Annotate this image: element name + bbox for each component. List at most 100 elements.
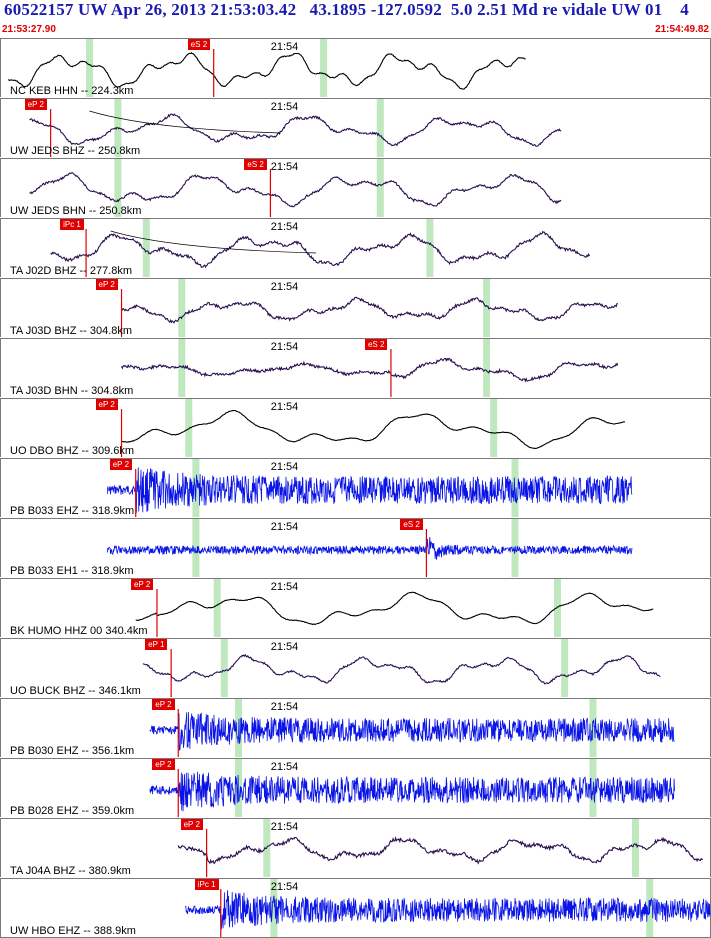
- phase-pick-flag[interactable]: iPc 1: [60, 219, 84, 230]
- phase-pick-flag[interactable]: eP 2: [130, 579, 154, 590]
- seismogram-panel[interactable]: eP 2 21:54 UW JEDS BHZ -- 250.8km: [0, 98, 711, 157]
- seismogram-panel[interactable]: eP 2 21:54 TA J03D BHZ -- 304.8km: [0, 278, 711, 337]
- seismogram-plot: [142, 639, 661, 697]
- analysis-window-band: [178, 279, 186, 337]
- seismogram-panel[interactable]: iPc 1 21:54 UW HBO EHZ -- 388.9km: [0, 878, 711, 938]
- seismogram-plot: [177, 819, 704, 877]
- analysis-window-band: [426, 219, 434, 277]
- seismogram-panel[interactable]: eP 2 21:54 UO DBO BHZ -- 309.6km: [0, 398, 711, 457]
- time-mark-label: 21:54: [270, 521, 299, 533]
- seismogram-panel[interactable]: eP 2 21:54 BK HUMO HHZ 00 340.4km: [0, 578, 711, 637]
- coda-fit-curve: [89, 110, 281, 134]
- phase-pick-flag[interactable]: eP 2: [95, 399, 118, 410]
- analysis-window-band: [270, 879, 278, 937]
- analysis-window-band: [376, 159, 384, 217]
- seismogram-plot: [149, 759, 675, 817]
- seismogram-plot: [149, 699, 675, 757]
- waveform-trace: [121, 357, 619, 383]
- phase-pick-flag[interactable]: eP 1: [145, 639, 168, 650]
- seismogram-panel[interactable]: eS 2 21:54 PB B033 EH1 -- 318.9km: [0, 518, 711, 577]
- coda-fit-curve: [110, 230, 317, 254]
- window-start-time: 21:53:27.90: [2, 24, 56, 35]
- seismogram-panel[interactable]: eS 2 21:54 TA J03D BHN -- 304.8km: [0, 338, 711, 397]
- event-header: 60522157 UW Apr 26, 2013 21:53:03.42 43.…: [0, 0, 711, 38]
- seismogram-panel[interactable]: eP 2 21:54 PB B030 EHZ -- 356.1km: [0, 698, 711, 757]
- seismogram-plot: [120, 279, 618, 337]
- phase-pick-flag[interactable]: eS 2: [244, 159, 267, 170]
- waveform-trace: [106, 536, 633, 560]
- time-mark-label: 21:54: [270, 761, 299, 773]
- analysis-window-band: [220, 639, 228, 697]
- analysis-window-band: [483, 279, 491, 337]
- time-mark-label: 21:54: [270, 461, 299, 473]
- waveform-trace: [7, 52, 526, 90]
- seismogram-plot: [29, 99, 562, 157]
- channel-label: PB B033 EH1 -- 318.9km: [10, 565, 134, 577]
- channel-label: PB B028 EHZ -- 359.0km: [10, 805, 135, 817]
- analysis-window-band: [86, 39, 94, 97]
- analysis-window-band: [589, 699, 597, 757]
- seismogram-panel[interactable]: iPc 1 21:54 TA J02D BHZ -- 277.8km: [0, 218, 711, 277]
- analysis-window-band: [142, 219, 150, 277]
- time-mark-label: 21:54: [270, 41, 299, 53]
- seismogram-plot: [7, 39, 526, 97]
- seismogram-panels[interactable]: eS 2 21:54 NC KEB HHN -- 224.3km eP 2 21:54 U…: [0, 38, 711, 938]
- phase-pick-flag[interactable]: eS 2: [187, 39, 211, 50]
- phase-pick-flag[interactable]: eS 2: [400, 519, 423, 530]
- seismogram-panel[interactable]: eS 2 21:54 NC KEB HHN -- 224.3km: [0, 38, 711, 97]
- analysis-window-band: [320, 39, 328, 97]
- analysis-window-band: [483, 339, 491, 397]
- waveform-trace: [135, 591, 654, 626]
- waveform-trace: [121, 296, 618, 324]
- channel-label: TA J04A BHZ -- 380.9km: [10, 865, 131, 877]
- waveform-trace: [184, 890, 711, 930]
- phase-pick-flag[interactable]: iPc 1: [194, 879, 219, 890]
- analysis-window-band: [490, 399, 498, 457]
- channel-label: UW HBO EHZ -- 388.9km: [10, 925, 136, 937]
- waveform-trace: [121, 409, 626, 450]
- seismogram-panel[interactable]: eP 2 21:54 PB B033 EHZ -- 318.9km: [0, 458, 711, 517]
- seismogram-plot: [184, 879, 711, 937]
- event-title: 60522157 UW Apr 26, 2013 21:53:03.42 43.…: [4, 0, 689, 19]
- phase-pick-flag[interactable]: eP 2: [95, 279, 118, 290]
- time-mark-label: 21:54: [270, 281, 299, 293]
- phase-pick-flag[interactable]: eP 2: [152, 759, 175, 770]
- waveform-trace: [177, 835, 704, 865]
- time-mark-label: 21:54: [270, 821, 299, 833]
- time-mark-label: 21:54: [270, 221, 299, 233]
- phase-pick-flag[interactable]: eP 2: [109, 459, 133, 470]
- seismogram-plot: [120, 399, 626, 457]
- waveform-trace: [29, 113, 562, 147]
- waveform-trace: [149, 771, 675, 812]
- time-mark-label: 21:54: [270, 701, 299, 713]
- channel-label: BK HUMO HHZ 00 340.4km: [10, 625, 148, 637]
- waveform-trace: [106, 467, 633, 513]
- seismogram-plot: [29, 159, 562, 217]
- channel-label: UO BUCK BHZ -- 346.1km: [10, 685, 141, 697]
- seismogram-plot: [106, 519, 633, 577]
- channel-label: TA J03D BHZ -- 304.8km: [10, 325, 133, 337]
- analysis-window-band: [561, 639, 569, 697]
- time-mark-label: 21:54: [270, 641, 299, 653]
- time-mark-label: 21:54: [270, 881, 299, 893]
- channel-label: PB B030 EHZ -- 356.1km: [10, 745, 135, 757]
- waveform-trace: [142, 653, 661, 685]
- time-mark-label: 21:54: [270, 581, 299, 593]
- seismogram-plot: [106, 459, 633, 517]
- channel-label: TA J02D BHZ -- 277.8km: [10, 265, 133, 277]
- phase-pick-flag[interactable]: eP 2: [152, 699, 175, 710]
- phase-pick-flag[interactable]: eS 2: [364, 339, 388, 350]
- analysis-window-band: [632, 819, 639, 877]
- seismogram-panel[interactable]: eP 1 21:54 UO BUCK BHZ -- 346.1km: [0, 638, 711, 697]
- phase-pick-flag[interactable]: eP 2: [24, 99, 47, 110]
- seismogram-plot: [121, 339, 619, 397]
- channel-label: UO DBO BHZ -- 309.6km: [10, 445, 135, 457]
- phase-pick-flag[interactable]: eP 2: [180, 819, 203, 830]
- seismogram-panel[interactable]: eS 2 21:54 UW JEDS BHN -- 250.8km: [0, 158, 711, 217]
- seismogram-panel[interactable]: eP 2 21:54 TA J04A BHZ -- 380.9km: [0, 818, 711, 877]
- analysis-window-band: [554, 579, 561, 637]
- time-mark-label: 21:54: [270, 401, 299, 413]
- channel-label: TA J03D BHN -- 304.8km: [10, 385, 134, 397]
- channel-label: PB B033 EHZ -- 318.9km: [10, 505, 135, 517]
- seismogram-panel[interactable]: eP 2 21:54 PB B028 EHZ -- 359.0km: [0, 758, 711, 817]
